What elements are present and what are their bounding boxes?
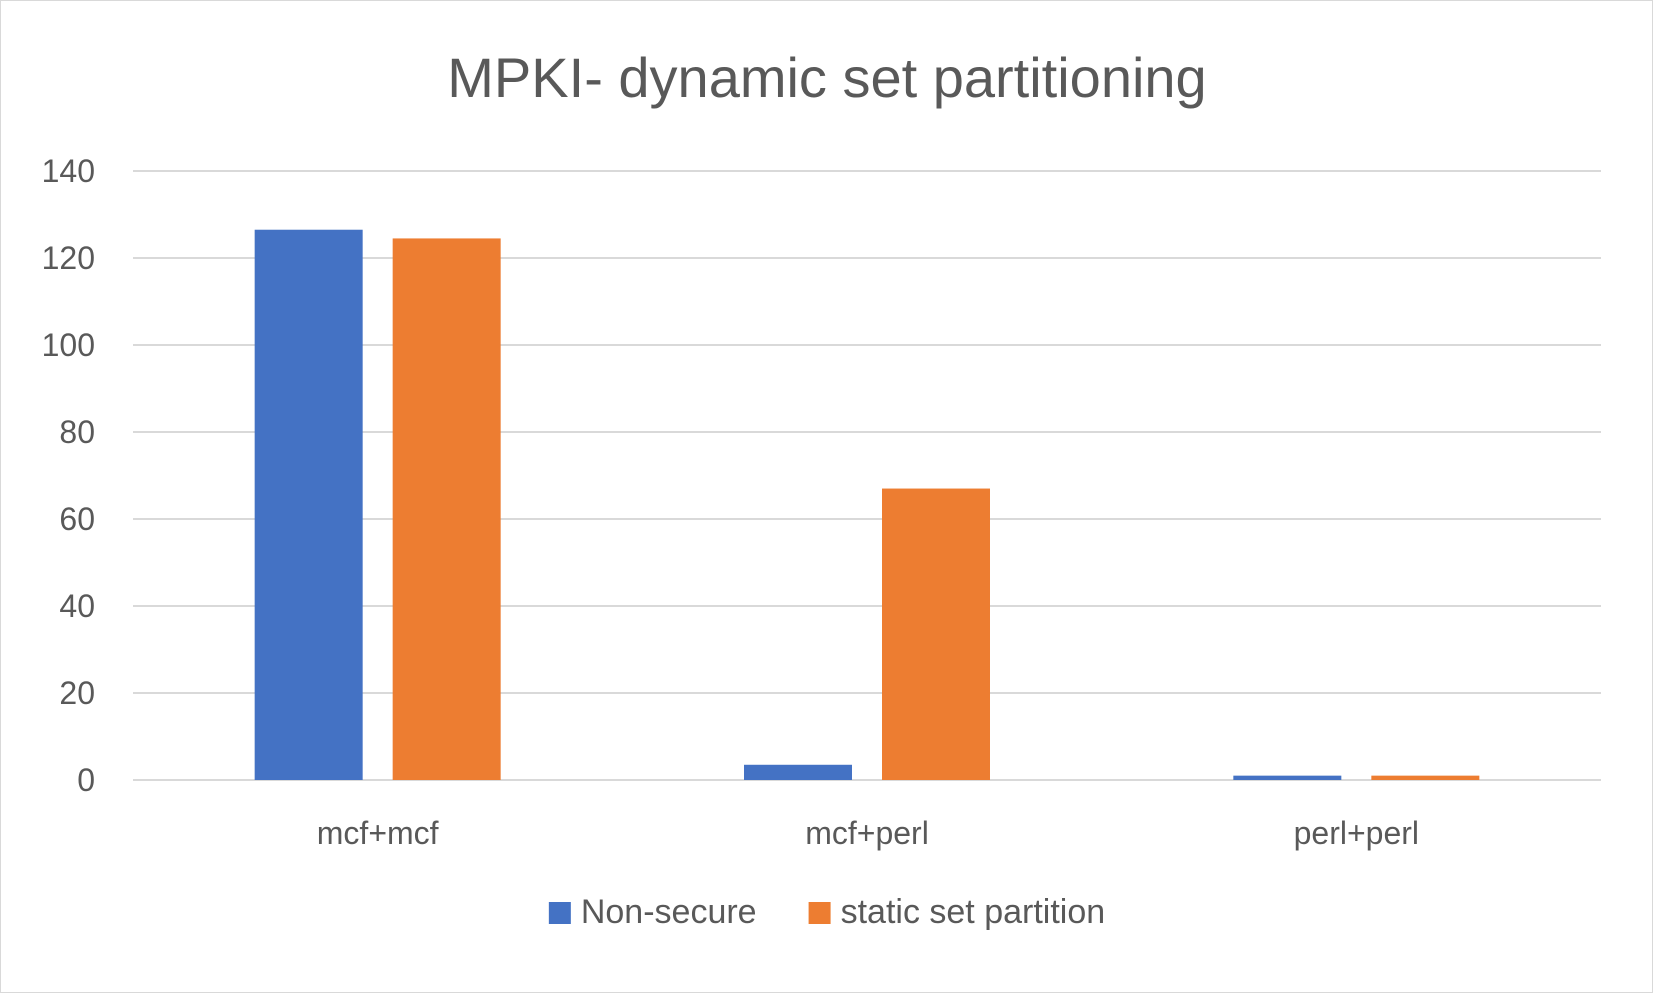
legend-swatch: [548, 902, 571, 924]
legend-entry-static-set-partition: static set partition: [808, 893, 1106, 931]
bar-non-secure-mcf-perl: [744, 764, 852, 780]
y-tick-label: 80: [59, 414, 95, 450]
x-tick-label: mcf+perl: [805, 815, 929, 851]
bar-non-secure-mcf-mcf: [254, 229, 363, 781]
gridlines: [133, 170, 1601, 781]
x-axis-ticks: mcf+mcf mcf+perl perl+perl: [317, 815, 1419, 851]
y-axis-ticks: 0 20 40 60 80 100 120 140: [42, 153, 95, 798]
y-tick-label: 20: [59, 675, 95, 711]
y-tick-label: 40: [59, 588, 95, 624]
legend-label: static set partition: [841, 893, 1106, 931]
legend-label: Non-secure: [581, 893, 757, 931]
bar-non-secure-perl-perl: [1233, 775, 1342, 780]
x-tick-label: mcf+mcf: [317, 815, 439, 851]
y-tick-label: 60: [59, 501, 95, 537]
legend-swatch: [808, 902, 831, 924]
bars: [254, 229, 1480, 781]
x-tick-label: perl+perl: [1294, 815, 1419, 851]
y-tick-label: 140: [42, 153, 95, 189]
legend: Non-secure static set partition: [548, 893, 1106, 931]
bar-static-set-partition-mcf-mcf: [392, 238, 501, 781]
legend-entry-non-secure: Non-secure: [548, 893, 757, 931]
y-tick-label: 0: [77, 762, 95, 798]
bar-static-set-partition-mcf-perl: [882, 488, 990, 780]
bar-static-set-partition-perl-perl: [1371, 775, 1480, 780]
y-tick-label: 100: [42, 327, 95, 363]
chart-title: MPKI- dynamic set partitioning: [447, 46, 1206, 109]
y-tick-label: 120: [42, 240, 95, 276]
